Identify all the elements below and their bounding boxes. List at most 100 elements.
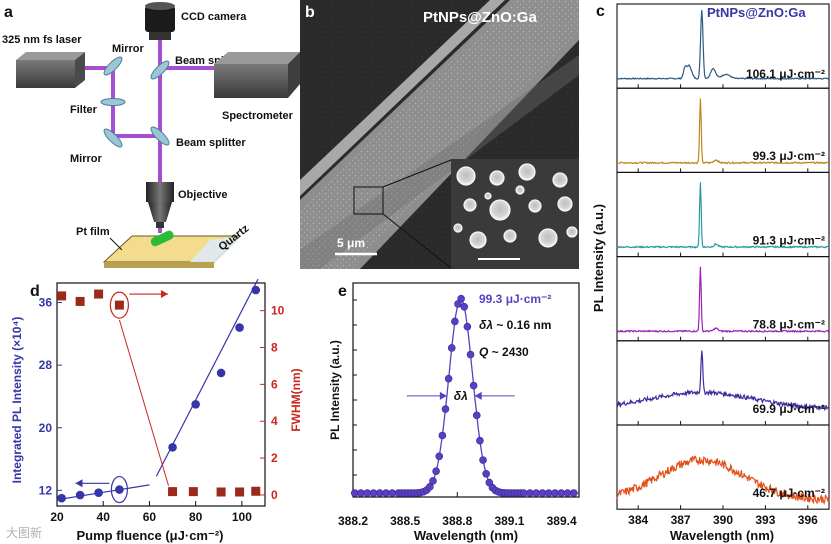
x-tick-label: 388.5 bbox=[390, 514, 420, 528]
panel-d-letter: d bbox=[30, 283, 40, 300]
nanorod bbox=[150, 230, 174, 247]
dl-value: ~ 0.16 nm bbox=[493, 318, 551, 332]
data-point bbox=[544, 489, 553, 497]
data-point bbox=[444, 374, 453, 383]
data-point bbox=[538, 489, 547, 497]
data-point bbox=[460, 303, 469, 311]
mirror-bottom bbox=[103, 128, 123, 148]
nanoparticle bbox=[566, 226, 578, 238]
panel-d-ylabel-right: FWHM(nm) bbox=[289, 368, 303, 431]
data-point bbox=[447, 344, 456, 352]
x-tick-label: 389.1 bbox=[494, 514, 524, 528]
panel-b-letter: b bbox=[305, 4, 315, 21]
spectrum-line bbox=[616, 182, 830, 249]
pl-intensity-point bbox=[216, 368, 226, 378]
y-tick-label-right: 2 bbox=[271, 451, 278, 465]
x-tick-label: 80 bbox=[189, 510, 203, 524]
ccd-camera bbox=[145, 2, 175, 40]
zoom-region bbox=[353, 186, 384, 215]
y-tick-label-right: 4 bbox=[271, 414, 278, 428]
data-point bbox=[375, 489, 384, 497]
data-point bbox=[435, 452, 444, 461]
data-point bbox=[426, 483, 434, 491]
spectrometer-label: Spectrometer bbox=[222, 110, 294, 122]
fwhm-connector bbox=[118, 319, 170, 486]
spectrum-line bbox=[616, 9, 830, 80]
nanoparticle bbox=[557, 196, 573, 212]
panel-e-ylabel: PL Intensity (a.u.) bbox=[328, 340, 342, 440]
fwhm-point bbox=[94, 289, 104, 299]
panel-b-title: PtNPs@ZnO:Ga bbox=[423, 9, 537, 26]
filter-label: Filter bbox=[70, 104, 98, 116]
panel-c-letter: c bbox=[596, 3, 605, 20]
beam-splitter-bottom-label: Beam splitter bbox=[176, 137, 246, 149]
data-point bbox=[382, 489, 390, 497]
spectrum-label: 46.7 μJ·cm⁻² bbox=[753, 486, 825, 500]
nanoparticle bbox=[503, 229, 517, 243]
nanoparticle bbox=[469, 231, 487, 249]
y-tick-label-left: 28 bbox=[39, 358, 53, 372]
data-point bbox=[388, 489, 397, 497]
beam-splitter-top bbox=[150, 60, 170, 80]
pt-film-pointer bbox=[109, 237, 123, 251]
fwhm-point bbox=[57, 291, 67, 301]
right-axis-circle bbox=[109, 291, 130, 319]
q-symbol: Q bbox=[479, 345, 489, 359]
data-point bbox=[479, 456, 487, 464]
fwhm-point bbox=[168, 487, 178, 497]
pl-intensity-point bbox=[251, 285, 261, 295]
data-point bbox=[432, 467, 440, 476]
x-tick-label: 20 bbox=[50, 510, 64, 524]
nanoparticle bbox=[463, 198, 477, 212]
data-point bbox=[438, 431, 447, 440]
data-point bbox=[476, 436, 484, 445]
zoom-line-top bbox=[382, 159, 452, 188]
panel-e-frame bbox=[352, 282, 580, 498]
spectrum-line bbox=[616, 455, 830, 506]
nanoparticle bbox=[453, 223, 463, 233]
q-value: ~ 2430 bbox=[488, 345, 529, 359]
ccd-camera-label: CCD camera bbox=[181, 11, 247, 23]
y-tick-label-left: 20 bbox=[39, 421, 53, 435]
fwhm-point bbox=[251, 486, 261, 496]
fwhm-point bbox=[188, 487, 198, 497]
data-point bbox=[451, 317, 459, 326]
x-tick-label: 389.4 bbox=[547, 514, 577, 528]
objective-label: Objective bbox=[178, 189, 228, 201]
fwhm-point bbox=[216, 487, 226, 497]
x-tick-label: 390 bbox=[713, 513, 733, 527]
data-point bbox=[357, 489, 365, 497]
panel-d-plot: 20 40 60 80 100 12 20 28 36 0 2 4 6 8 10 bbox=[39, 278, 285, 524]
data-point bbox=[519, 489, 528, 497]
nanoparticle bbox=[489, 199, 511, 221]
pl-intensity-point bbox=[75, 490, 85, 500]
nanoparticle bbox=[515, 185, 525, 195]
right-axis-arrowhead bbox=[160, 290, 168, 299]
data-point bbox=[469, 381, 478, 390]
panel-b: b PtNPs@ZnO:Ga 5 μm bbox=[300, 0, 579, 269]
fwhm-point bbox=[235, 487, 245, 497]
data-point bbox=[363, 489, 372, 497]
beam-splitter-bottom bbox=[150, 126, 170, 146]
panel-c-title: PtNPs@ZnO:Ga bbox=[707, 5, 806, 20]
data-point bbox=[482, 469, 490, 478]
x-tick-label: 387 bbox=[671, 513, 691, 527]
nanoparticle bbox=[518, 163, 536, 181]
panel-e-plot: 388.2 388.5 388.8 389.1 389.4 δλ bbox=[338, 294, 579, 528]
x-tick-label: 60 bbox=[143, 510, 157, 524]
left-axis-circle bbox=[110, 475, 129, 504]
panel-a-letter: a bbox=[4, 4, 13, 21]
fwhm-point bbox=[114, 300, 124, 310]
spectrum-label: 106.1 μJ·cm⁻² bbox=[746, 67, 825, 81]
panel-e-letter: e bbox=[338, 283, 347, 300]
spectrum-label: 78.8 μJ·cm⁻² bbox=[753, 318, 825, 332]
panel-e-fluence: 99.3 μJ·cm⁻² bbox=[479, 292, 551, 306]
left-axis-arrowhead bbox=[75, 479, 83, 488]
spectra-stack: 106.1 μJ·cm⁻² 99.3 μJ·cm⁻² 91.3 μJ·cm⁻² 78.… bbox=[616, 3, 830, 527]
data-point bbox=[441, 405, 450, 413]
fit-line bbox=[56, 484, 150, 501]
data-point bbox=[429, 477, 437, 485]
data-point bbox=[350, 489, 359, 497]
x-tick-label: 100 bbox=[232, 510, 252, 524]
data-point bbox=[532, 489, 541, 497]
